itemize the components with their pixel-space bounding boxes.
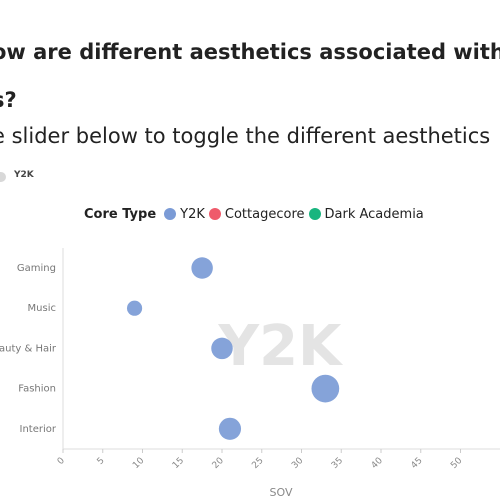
legend-item-dark-academia[interactable]: Dark Academia <box>308 206 424 222</box>
data-bubble <box>311 374 340 403</box>
category-label: eauty & Hair <box>0 343 57 354</box>
x-tick-label: 10 <box>131 456 146 471</box>
page-title-continued: s? <box>0 88 17 112</box>
x-tick-label: 25 <box>250 456 265 471</box>
legend-item-y2k[interactable]: Y2K <box>164 207 205 222</box>
chart-watermark: Y2K <box>218 314 345 379</box>
legend-item-cottagecore[interactable]: Cottagecore <box>208 206 305 222</box>
category-label: Gaming <box>17 263 56 274</box>
slider-value-label: Y2K <box>14 170 34 180</box>
x-tick-label: 5 <box>96 456 107 467</box>
legend-dot-y2k <box>164 208 177 220</box>
aesthetic-slider[interactable]: Y2K <box>0 170 120 184</box>
legend-label-dark-academia: Dark Academia <box>324 206 424 222</box>
chart-legend: Core Type Y2K Cottagecore Dark Academia <box>84 204 428 224</box>
category-label: Interior <box>20 424 57 435</box>
x-axis-title: SOV <box>270 486 293 499</box>
data-bubble <box>191 257 213 279</box>
legend-label-cottagecore: Cottagecore <box>224 206 305 222</box>
x-tick-label: 35 <box>330 456 345 471</box>
x-tick-label: 50 <box>449 456 464 471</box>
category-label: Fashion <box>18 384 56 395</box>
data-bubble <box>211 337 233 360</box>
data-bubble <box>218 417 242 440</box>
legend-dot-cottagecore <box>208 208 221 220</box>
page-title: ow are different aesthetics associated w… <box>0 40 500 64</box>
slider-thumb[interactable] <box>0 172 6 182</box>
x-tick-label: 30 <box>290 456 305 471</box>
page-subtitle: e slider below to toggle the different a… <box>0 124 491 148</box>
x-tick-label: 15 <box>171 456 186 471</box>
legend-title: Core Type <box>84 206 157 222</box>
x-tick-label: 40 <box>370 456 385 471</box>
x-tick-label: 20 <box>211 456 226 471</box>
legend-label-y2k: Y2K <box>180 206 205 222</box>
category-label: Music <box>28 303 56 314</box>
x-tick-label: 45 <box>409 456 424 471</box>
x-tick-label: 0 <box>56 456 67 467</box>
legend-dot-dark-academia <box>308 208 321 220</box>
data-bubble <box>126 300 143 316</box>
